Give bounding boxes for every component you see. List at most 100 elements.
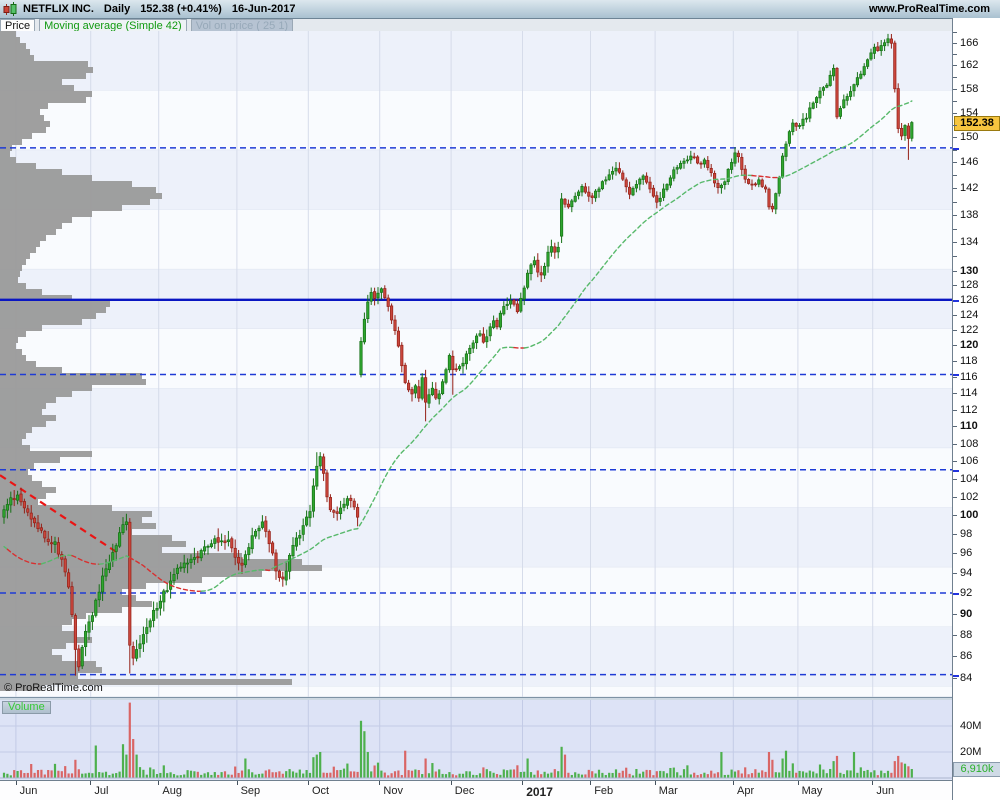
price-minor-tick [953, 31, 957, 33]
price-minor-tick [953, 214, 957, 216]
month-label-2017: 2017 [526, 785, 553, 799]
price-tick-label: 158 [960, 82, 979, 95]
price-minor-tick [953, 188, 957, 190]
price-tick-label: 96 [960, 547, 973, 560]
price-minor-tick [953, 314, 957, 316]
price-tick-label: 146 [960, 156, 979, 169]
last-price-badge: 152.38 [954, 115, 1000, 131]
candlestick-icon [3, 2, 18, 16]
price-minor-tick [953, 360, 957, 362]
pane-separator[interactable] [0, 697, 952, 698]
month-label-feb: Feb [594, 785, 614, 797]
month-tick [590, 781, 592, 785]
month-tick [15, 781, 17, 785]
price-minor-tick [953, 553, 957, 555]
price-change: (+0.41%) [176, 3, 222, 15]
month-label-oct: Oct [312, 785, 330, 797]
price-tick-label: 94 [960, 567, 973, 579]
volume-tick-label: 40M [960, 720, 982, 732]
price-minor-tick [953, 201, 957, 203]
price-minor-tick [953, 496, 957, 498]
volume-tick-label: 20M [960, 746, 982, 758]
price-axis[interactable]: 152.38 6,910k 166 162 158 154 150 146 142 138 13… [952, 18, 1000, 800]
price-minor-tick [953, 460, 957, 462]
price-minor-tick [953, 65, 957, 67]
month-label-mar: Mar [658, 785, 678, 797]
month-tick [797, 781, 799, 785]
price-tick-label: 162 [960, 59, 979, 72]
month-tick [450, 781, 452, 785]
month-tick [379, 781, 381, 785]
price-minor-tick [953, 443, 957, 445]
level-axis-tick [953, 469, 959, 472]
price-tick-label: 124 [960, 308, 979, 321]
price-minor-tick [953, 256, 957, 258]
price-tick-label: 122 [960, 323, 979, 336]
price-minor-tick [953, 478, 957, 480]
prorealtime-url: www.ProRealTime.com [868, 3, 990, 15]
price-tick-label: 110 [960, 420, 978, 433]
price-minor-tick [953, 677, 957, 679]
price-chart-canvas[interactable] [0, 31, 952, 697]
price-tick-label: 108 [960, 437, 979, 450]
price-tick-label: 120 [960, 339, 979, 352]
level-axis-tick [953, 593, 959, 596]
time-axis[interactable]: Jun Jul Aug Sep Oct Nov Dec 2017 Feb Mar Apr May Jun [0, 780, 1000, 800]
price-minor-tick [953, 149, 957, 151]
month-label-aug: Aug [162, 785, 182, 797]
price-tick-label: 118 [960, 354, 978, 367]
price-tick-label: 104 [960, 472, 979, 485]
price-tick-label: 84 [960, 671, 973, 684]
price-minor-tick [953, 54, 957, 55]
price-tick-label: 112 [960, 403, 978, 416]
last-volume-badge: 6,910k [953, 762, 1000, 778]
price-minor-tick [953, 329, 957, 331]
volume-indicator-tab[interactable]: Volume [2, 701, 51, 714]
price-minor-tick [953, 515, 957, 517]
price-tick-label: 102 [960, 490, 979, 503]
price-minor-tick [953, 426, 957, 428]
quote-date: 16-Jun-2017 [231, 3, 296, 15]
price-minor-tick [953, 285, 957, 287]
price-tick-label: 98 [960, 528, 973, 541]
price-tick-label: 100 [960, 509, 979, 522]
price-tick-label: 116 [960, 370, 978, 383]
price-tick-label: 92 [960, 587, 973, 600]
copyright-label: © ProRealTime.com [4, 682, 103, 694]
price-tick-label: 138 [960, 208, 979, 221]
instrument-name: NETFLIX INC. [23, 3, 94, 15]
price-minor-tick [953, 573, 957, 574]
month-label-jun: Jun [19, 785, 38, 797]
month-label-dec: Dec [454, 785, 475, 797]
month-tick [158, 781, 160, 785]
price-tick-label: 114 [960, 387, 978, 400]
month-tick [654, 781, 656, 785]
price-tick-label: 88 [960, 628, 973, 641]
month-label-jul: Jul [94, 785, 109, 797]
price-minor-tick [953, 100, 957, 102]
price-minor-tick [953, 534, 957, 536]
month-tick [90, 781, 92, 785]
indicator-vol-on-price-label[interactable]: Vol on price ( 25 1) [190, 19, 294, 32]
last-price-text: 152.38 (+0.41%) [140, 3, 222, 15]
price-minor-tick [953, 137, 957, 139]
price-minor-tick [953, 162, 957, 164]
price-minor-tick [953, 655, 957, 657]
price-tick-label: 86 [960, 649, 973, 662]
level-axis-tick [953, 674, 959, 677]
price-minor-tick [953, 112, 957, 114]
level-axis-tick [953, 374, 959, 377]
month-tick [733, 781, 734, 785]
price-tick-label: 150 [960, 131, 979, 144]
month-tick [522, 781, 524, 785]
price-tick-label: 134 [960, 236, 979, 249]
timeframe-label: Daily [103, 3, 131, 15]
month-label-sep: Sep [240, 785, 261, 797]
volume-chart-canvas[interactable] [0, 700, 952, 780]
month-label-apr: Apr [737, 785, 755, 797]
price-minor-tick [953, 42, 957, 44]
month-label-jun: Jun [876, 785, 895, 797]
price-minor-tick [953, 77, 957, 79]
